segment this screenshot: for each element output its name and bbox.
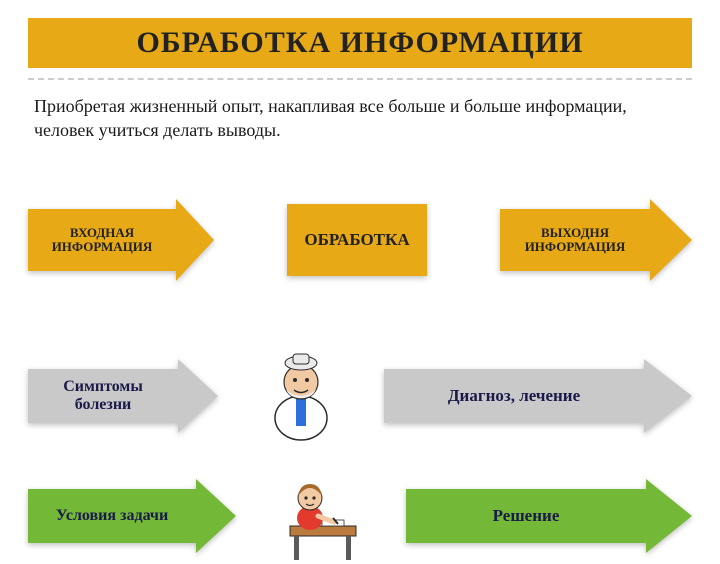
solution-label: Решение [406, 489, 646, 543]
page-title: ОБРАБОТКА ИНФОРМАЦИИ [28, 18, 692, 68]
diagnosis-arrow: Диагноз, лечение [384, 369, 692, 423]
arrow-head-icon [178, 359, 218, 433]
arrow-head-icon [646, 479, 692, 553]
arrow-head-icon [176, 199, 214, 281]
conditions-arrow: Условия задачи [28, 489, 236, 543]
conditions-label: Условия задачи [28, 489, 196, 543]
processing-box: ОБРАБОТКА [287, 204, 427, 276]
output-info-arrow: ВЫХОДНЯ ИНФОРМАЦИЯ [500, 209, 692, 271]
input-info-arrow: ВХОДНАЯ ИНФОРМАЦИЯ [28, 209, 214, 271]
symptoms-label: Симптомы болезни [28, 369, 178, 423]
solution-arrow: Решение [406, 489, 692, 543]
flow-row-bot: Условия задачи Решение [0, 468, 720, 564]
divider [28, 78, 692, 80]
diagnosis-label: Диагноз, лечение [384, 369, 644, 423]
flow-row-top: ВХОДНАЯ ИНФОРМАЦИЯ ОБРАБОТКА ВЫХОДНЯ ИНФ… [0, 204, 720, 276]
student-icon [276, 468, 366, 564]
subtitle-text: Приобретая жизненный опыт, накапливая вс… [34, 94, 686, 143]
flow-row-mid: Симптомы болезни Диагноз, лечение [0, 348, 720, 444]
arrow-head-icon [650, 199, 692, 281]
arrow-head-icon [196, 479, 236, 553]
arrow-head-icon [644, 359, 692, 433]
output-info-label: ВЫХОДНЯ ИНФОРМАЦИЯ [500, 209, 650, 271]
input-info-label: ВХОДНАЯ ИНФОРМАЦИЯ [28, 209, 176, 271]
symptoms-arrow: Симптомы болезни [28, 369, 218, 423]
doctor-icon [256, 348, 346, 444]
